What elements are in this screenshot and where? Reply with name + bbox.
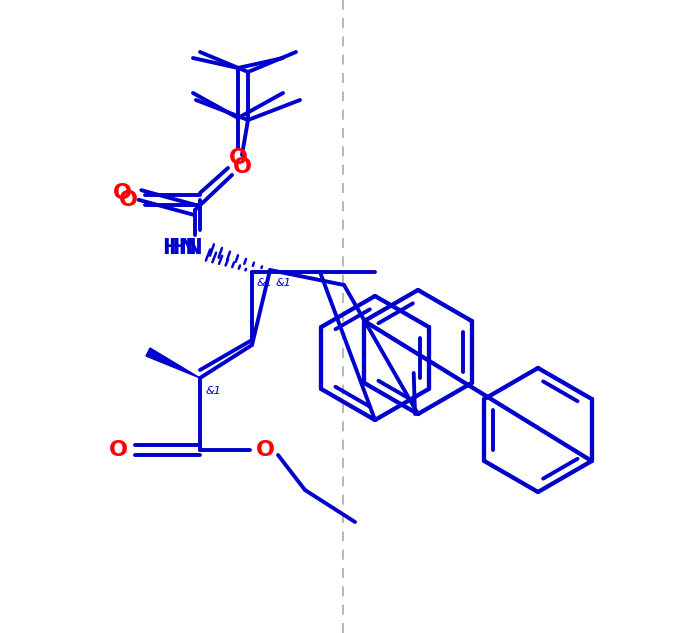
Text: &1: &1 [275,278,291,288]
Text: &1: &1 [256,278,272,288]
Text: O: O [119,190,138,210]
Polygon shape [146,348,200,378]
Text: &1: &1 [205,386,221,396]
Text: O: O [232,157,252,177]
Text: HN: HN [167,238,202,258]
Text: HN: HN [163,238,197,258]
Text: O: O [113,183,132,203]
Text: O: O [229,148,248,168]
Text: O: O [256,440,275,460]
Text: O: O [109,440,128,460]
